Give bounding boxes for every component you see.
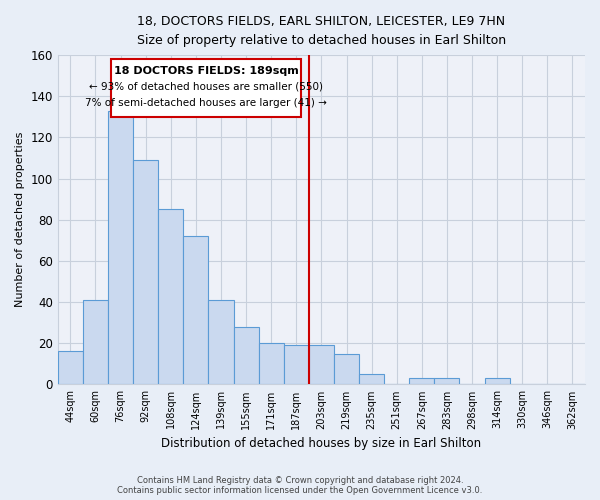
Y-axis label: Number of detached properties: Number of detached properties — [15, 132, 25, 308]
Bar — [83, 300, 108, 384]
Bar — [359, 374, 384, 384]
Bar — [334, 354, 359, 384]
Text: 7% of semi-detached houses are larger (41) →: 7% of semi-detached houses are larger (4… — [85, 98, 327, 108]
Bar — [184, 236, 208, 384]
Bar — [158, 210, 184, 384]
FancyBboxPatch shape — [110, 59, 301, 117]
Text: 18 DOCTORS FIELDS: 189sqm: 18 DOCTORS FIELDS: 189sqm — [113, 66, 298, 76]
Bar — [434, 378, 460, 384]
Bar — [233, 327, 259, 384]
Bar — [485, 378, 509, 384]
Bar — [133, 160, 158, 384]
Bar — [58, 352, 83, 384]
Bar — [108, 110, 133, 384]
Text: Contains HM Land Registry data © Crown copyright and database right 2024.
Contai: Contains HM Land Registry data © Crown c… — [118, 476, 482, 495]
Bar — [409, 378, 434, 384]
Text: ← 93% of detached houses are smaller (550): ← 93% of detached houses are smaller (55… — [89, 82, 323, 92]
Bar — [309, 346, 334, 385]
Bar — [284, 346, 309, 385]
Bar — [259, 344, 284, 384]
Title: 18, DOCTORS FIELDS, EARL SHILTON, LEICESTER, LE9 7HN
Size of property relative t: 18, DOCTORS FIELDS, EARL SHILTON, LEICES… — [137, 15, 506, 47]
X-axis label: Distribution of detached houses by size in Earl Shilton: Distribution of detached houses by size … — [161, 437, 481, 450]
Bar — [208, 300, 233, 384]
